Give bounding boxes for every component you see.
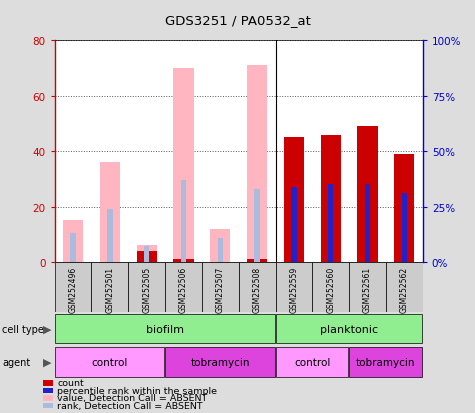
Bar [55,347,164,377]
Bar [276,347,348,377]
Bar [210,229,230,262]
Text: control: control [294,357,331,367]
Bar [357,127,378,262]
Bar [165,347,275,377]
Bar [218,238,223,262]
Text: GSM252559: GSM252559 [289,266,298,312]
Text: agent: agent [2,357,30,367]
Bar [63,221,83,262]
Text: GDS3251 / PA0532_at: GDS3251 / PA0532_at [164,14,311,27]
Text: GSM252505: GSM252505 [142,266,151,312]
Bar [386,262,423,312]
Text: cell type: cell type [2,324,44,334]
Text: tobramycin: tobramycin [190,357,250,367]
Bar [91,262,128,312]
Text: control: control [92,357,128,367]
Text: percentile rank within the sample: percentile rank within the sample [57,386,217,395]
Text: value, Detection Call = ABSENT: value, Detection Call = ABSENT [57,394,207,402]
Bar [173,259,194,262]
Bar [254,189,260,262]
Text: rank, Detection Call = ABSENT: rank, Detection Call = ABSENT [57,401,203,410]
Text: ▶: ▶ [43,324,51,334]
Bar [313,262,349,312]
Bar [100,163,120,262]
Text: GSM252506: GSM252506 [179,266,188,312]
Bar [202,262,238,312]
Bar [128,262,165,312]
Text: biofilm: biofilm [146,324,184,334]
Bar [365,185,370,262]
Bar [247,259,267,262]
Bar [136,251,157,262]
Bar [55,314,275,344]
Bar [349,262,386,312]
Text: GSM252508: GSM252508 [253,266,262,312]
Text: count: count [57,379,84,387]
Bar [55,262,91,312]
Bar [291,187,297,262]
Bar [247,66,267,262]
Bar [107,209,113,262]
Bar [238,262,276,312]
Bar [165,262,202,312]
Bar [173,69,194,262]
Bar [284,138,304,262]
Bar [349,347,422,377]
Bar [136,246,157,262]
Text: GSM252501: GSM252501 [105,266,114,312]
Text: GSM252496: GSM252496 [68,266,77,312]
Text: GSM252560: GSM252560 [326,266,335,312]
Text: GSM252507: GSM252507 [216,266,225,312]
Bar [321,135,341,262]
Bar [276,314,422,344]
Text: tobramycin: tobramycin [356,357,416,367]
Text: GSM252561: GSM252561 [363,266,372,312]
Bar [328,185,333,262]
Bar [144,247,150,262]
Bar [180,180,186,262]
Bar [394,154,415,262]
Bar [70,233,76,262]
Text: ▶: ▶ [43,357,51,367]
Text: GSM252562: GSM252562 [400,266,409,312]
Bar [276,262,313,312]
Text: planktonic: planktonic [320,324,378,334]
Bar [401,194,407,262]
